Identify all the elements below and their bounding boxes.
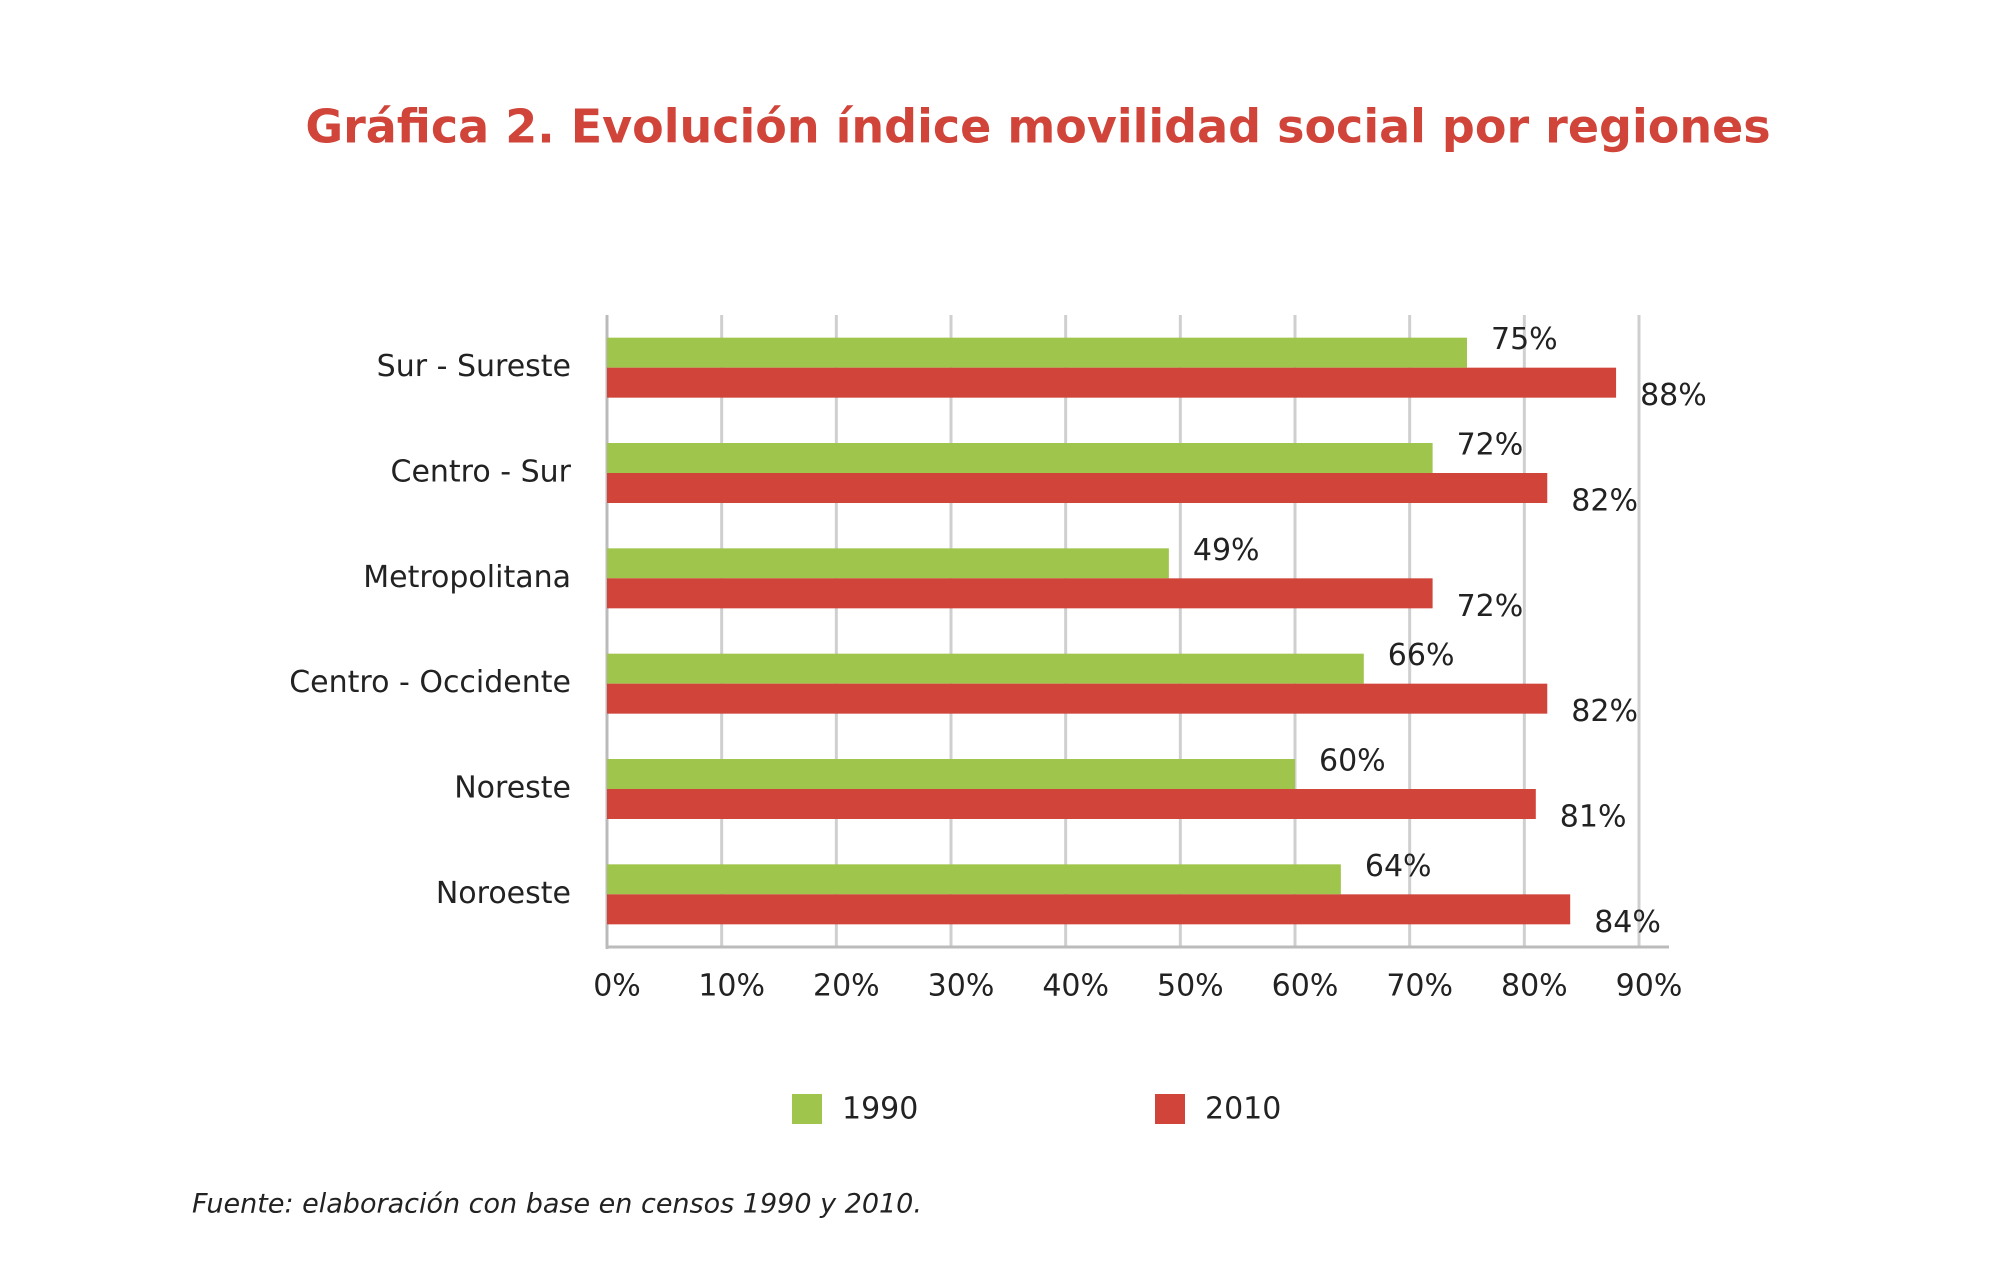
value-label: 66% [1388, 638, 1455, 673]
x-tick-label: 60% [1272, 969, 1339, 1004]
x-tick-label: 70% [1386, 969, 1453, 1004]
y-tick-label: Centro - Sur [391, 455, 572, 490]
bar [607, 578, 1433, 609]
bar [607, 653, 1364, 684]
x-tick-label: 50% [1157, 969, 1224, 1004]
legend-label: 1990 [842, 1092, 918, 1127]
bar [607, 443, 1433, 473]
value-label: 72% [1457, 589, 1524, 624]
y-tick-label: Noreste [454, 771, 571, 806]
x-tick-label: 20% [813, 969, 880, 1004]
x-tick-label: 30% [928, 969, 995, 1004]
legend-swatch [792, 1094, 822, 1124]
x-tick-label: 10% [698, 969, 765, 1004]
bar [607, 473, 1548, 503]
bar [607, 894, 1571, 925]
value-label: 88% [1640, 378, 1707, 413]
legend-swatch [1155, 1094, 1185, 1124]
value-label: 84% [1594, 905, 1661, 940]
y-tick-label: Sur - Sureste [377, 349, 571, 384]
bar [607, 864, 1341, 895]
source-note: Fuente: elaboración con base en censos 1… [192, 1189, 922, 1220]
chart-title: Gráfica 2. Evolución índice movilidad so… [305, 100, 1770, 154]
bar [607, 337, 1467, 368]
value-label: 75% [1491, 322, 1558, 357]
x-tick-label: 90% [1616, 969, 1683, 1004]
value-label: 81% [1560, 800, 1627, 835]
bar [607, 683, 1548, 714]
x-tick-label: 0% [593, 969, 641, 1004]
bar [607, 548, 1169, 579]
value-label: 64% [1365, 849, 1432, 884]
bar [607, 759, 1295, 789]
value-label: 82% [1571, 694, 1638, 729]
x-tick-label: 40% [1042, 969, 1109, 1004]
x-tick-label: 80% [1501, 969, 1568, 1004]
legend-label: 2010 [1205, 1092, 1281, 1127]
value-label: 82% [1571, 484, 1638, 519]
y-tick-label: Centro - Occidente [289, 665, 571, 700]
y-tick-label: Metropolitana [363, 560, 571, 595]
y-tick-label: Noroeste [436, 876, 571, 911]
bar [607, 367, 1617, 398]
value-label: 72% [1457, 428, 1524, 463]
value-label: 49% [1193, 533, 1260, 568]
value-label: 60% [1319, 744, 1386, 779]
bar [607, 789, 1536, 819]
